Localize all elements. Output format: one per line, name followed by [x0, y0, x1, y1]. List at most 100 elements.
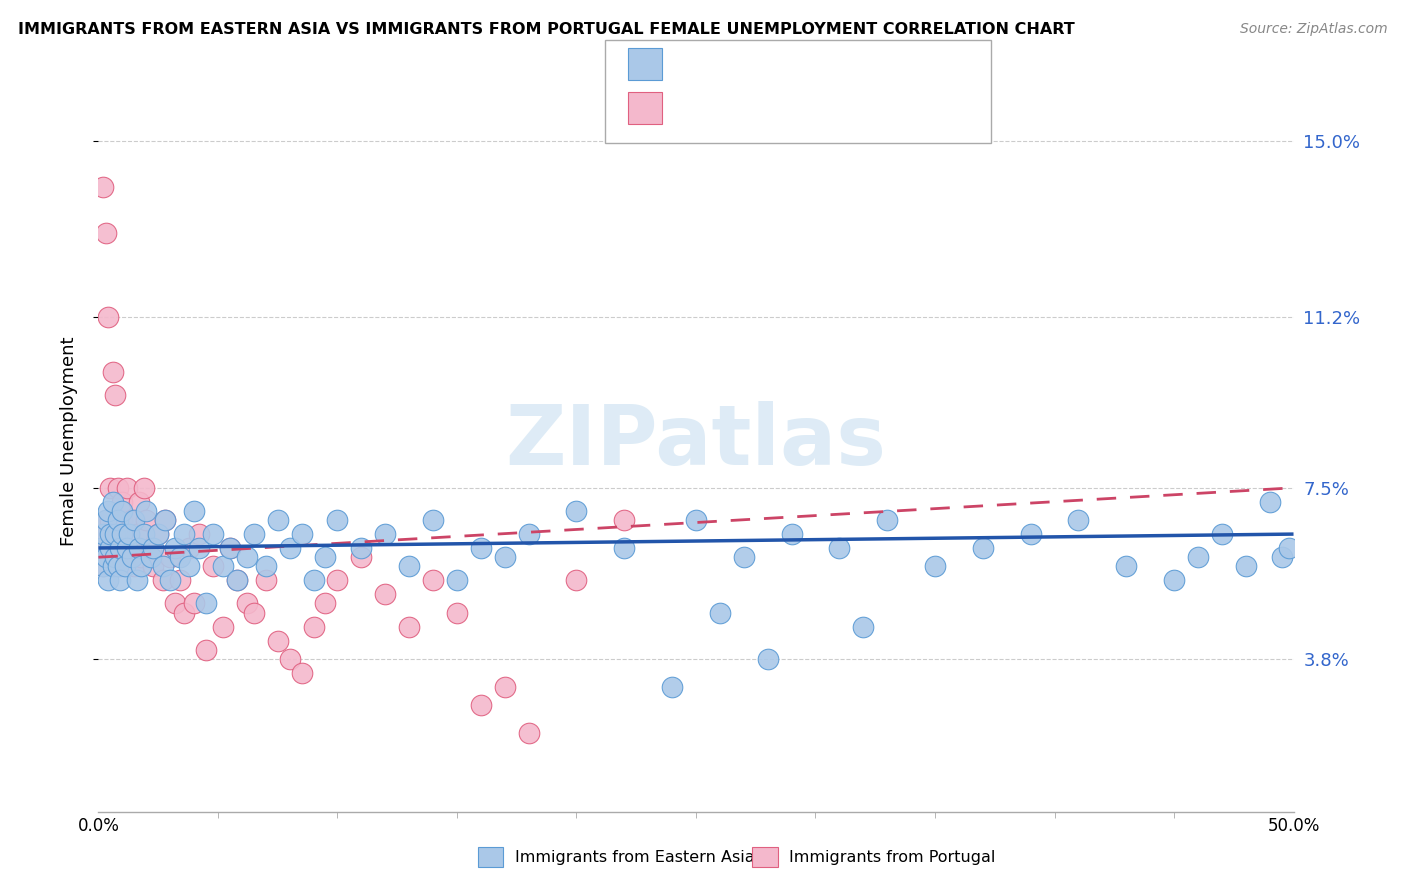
- Point: [163, 597, 186, 611]
- Point: [107, 513, 129, 527]
- Point: [243, 606, 266, 620]
- Point: [91, 559, 114, 574]
- Point: [1258, 494, 1281, 508]
- Point: [972, 541, 994, 555]
- Text: Source: ZipAtlas.com: Source: ZipAtlas.com: [1240, 22, 1388, 37]
- Point: [187, 527, 209, 541]
- Point: [398, 559, 420, 574]
- Point: [131, 559, 153, 574]
- Text: R = 0.045    N = 66: R = 0.045 N = 66: [676, 99, 852, 117]
- Point: [155, 513, 177, 527]
- Point: [125, 574, 148, 588]
- Point: [124, 513, 146, 527]
- Point: [374, 587, 396, 601]
- Point: [118, 527, 141, 541]
- Point: [152, 559, 174, 574]
- Point: [142, 541, 165, 555]
- Point: [613, 513, 636, 527]
- Point: [132, 527, 155, 541]
- Point: [107, 481, 129, 495]
- Point: [733, 550, 755, 565]
- Point: [494, 680, 516, 694]
- Point: [111, 504, 134, 518]
- Point: [756, 652, 779, 666]
- Point: [101, 541, 124, 555]
- Point: [219, 541, 242, 555]
- Point: [517, 726, 540, 740]
- Point: [91, 559, 114, 574]
- Point: [142, 559, 165, 574]
- Point: [235, 550, 257, 565]
- Point: [94, 227, 117, 241]
- Y-axis label: Female Unemployment: Female Unemployment: [59, 337, 77, 546]
- Point: [267, 513, 290, 527]
- Point: [422, 513, 444, 527]
- Point: [661, 680, 683, 694]
- Point: [226, 574, 249, 588]
- Point: [211, 559, 233, 574]
- Point: [135, 513, 157, 527]
- Point: [173, 527, 195, 541]
- Point: [97, 574, 120, 588]
- Point: [211, 620, 233, 634]
- Point: [107, 559, 129, 574]
- Text: R = 0.030    N = 86: R = 0.030 N = 86: [676, 55, 852, 73]
- Point: [852, 620, 875, 634]
- Point: [226, 574, 249, 588]
- Point: [124, 559, 146, 574]
- Point: [1211, 527, 1233, 541]
- Point: [1271, 550, 1294, 565]
- Point: [159, 550, 181, 565]
- Point: [94, 513, 117, 527]
- Point: [97, 541, 120, 555]
- Point: [94, 513, 117, 527]
- Point: [1019, 527, 1042, 541]
- Point: [132, 481, 155, 495]
- Point: [183, 597, 205, 611]
- Point: [195, 642, 218, 657]
- Point: [101, 559, 124, 574]
- Point: [254, 574, 277, 588]
- Point: [108, 559, 131, 574]
- Point: [90, 541, 112, 555]
- Point: [128, 541, 150, 555]
- Point: [104, 527, 127, 541]
- Point: [104, 550, 127, 565]
- Point: [195, 597, 218, 611]
- Point: [565, 574, 588, 588]
- Point: [254, 559, 277, 574]
- Point: [187, 541, 209, 555]
- Point: [115, 541, 138, 555]
- Point: [302, 620, 325, 634]
- Point: [398, 620, 420, 634]
- Point: [235, 597, 257, 611]
- Text: ZIPatlas: ZIPatlas: [506, 401, 886, 482]
- Point: [709, 606, 731, 620]
- Point: [104, 527, 127, 541]
- Point: [613, 541, 636, 555]
- Point: [924, 559, 946, 574]
- Point: [169, 574, 191, 588]
- Point: [315, 550, 337, 565]
- Point: [104, 388, 127, 402]
- Point: [135, 504, 157, 518]
- Point: [118, 550, 141, 565]
- Point: [97, 504, 120, 518]
- Point: [148, 527, 170, 541]
- Point: [326, 574, 349, 588]
- Point: [446, 606, 468, 620]
- Point: [1234, 559, 1257, 574]
- Point: [278, 652, 301, 666]
- Point: [121, 513, 143, 527]
- Point: [291, 527, 314, 541]
- Point: [152, 574, 174, 588]
- Point: [1067, 513, 1090, 527]
- Point: [291, 665, 314, 680]
- Point: [202, 559, 225, 574]
- Point: [139, 550, 162, 565]
- Point: [159, 574, 181, 588]
- Point: [91, 527, 114, 541]
- Point: [828, 541, 851, 555]
- Point: [183, 504, 205, 518]
- Point: [125, 527, 148, 541]
